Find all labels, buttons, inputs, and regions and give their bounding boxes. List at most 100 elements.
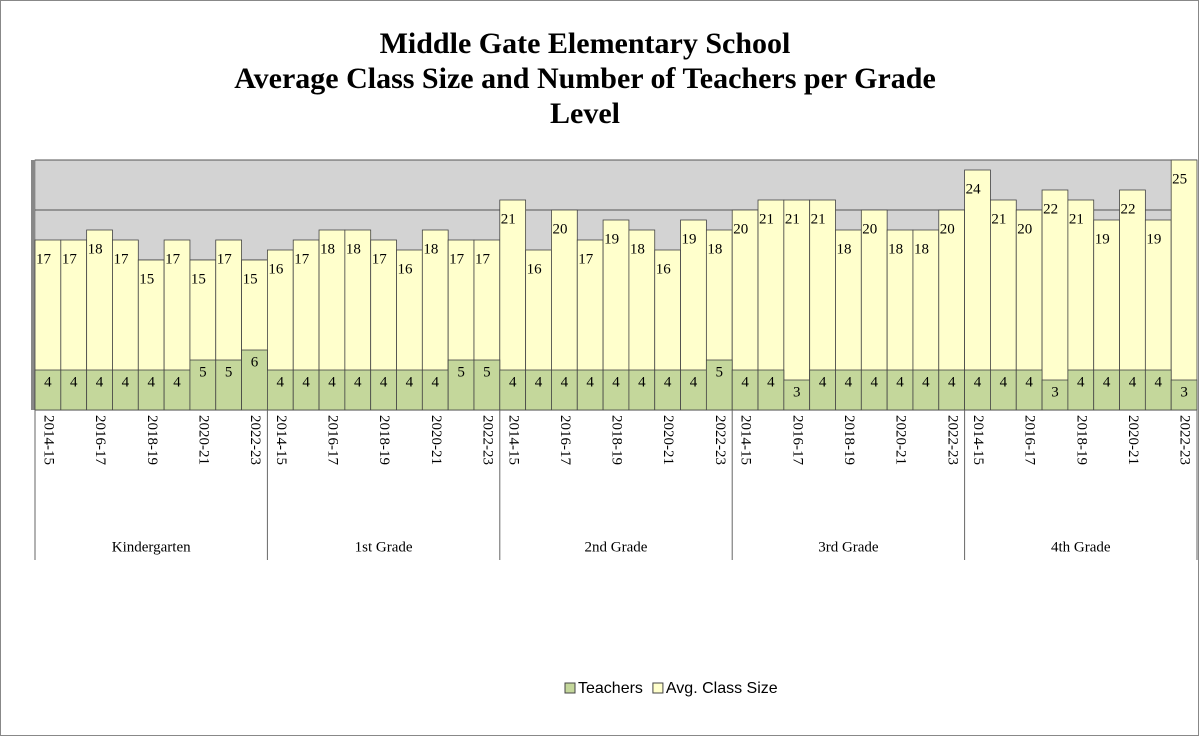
x-tick-label: 2020-21	[1125, 415, 1141, 465]
data-label: 4	[741, 374, 749, 390]
data-label: 18	[914, 241, 929, 257]
bar	[1041, 189, 1069, 411]
data-label: 17	[217, 251, 233, 267]
data-label: 4	[406, 374, 414, 390]
bar	[757, 369, 785, 411]
group-label: 3rd Grade	[818, 539, 879, 555]
data-label: 21	[811, 211, 826, 227]
bar	[1170, 379, 1198, 411]
chart-title: Average Class Size and Number of Teacher…	[234, 62, 936, 95]
data-label: 4	[845, 374, 853, 390]
bar	[705, 359, 733, 411]
data-label: 16	[656, 261, 672, 277]
data-label: 4	[767, 374, 775, 390]
bar	[576, 369, 604, 411]
bar	[912, 369, 940, 411]
x-tick-label: 2020-21	[893, 415, 909, 465]
bar	[447, 359, 475, 411]
data-label: 21	[759, 211, 774, 227]
data-label: 17	[294, 251, 310, 267]
x-tick-label: 2014-15	[505, 415, 521, 465]
data-label: 19	[604, 231, 619, 247]
data-label: 4	[1025, 374, 1033, 390]
x-tick-label: 2016-17	[92, 415, 108, 465]
data-label: 17	[62, 251, 77, 267]
bar	[602, 369, 630, 411]
data-label: 18	[888, 241, 903, 257]
plot-wall	[31, 160, 35, 410]
x-tick-label: 2022-23	[944, 415, 960, 465]
data-label: 4	[328, 374, 336, 390]
data-label: 17	[372, 251, 388, 267]
data-label: 21	[785, 211, 800, 227]
x-tick-label: 2022-23	[479, 415, 495, 465]
bar	[473, 359, 501, 411]
data-label: 22	[1121, 201, 1136, 217]
legend-swatch	[652, 682, 664, 694]
bar	[1041, 379, 1069, 411]
bar	[189, 359, 217, 411]
x-tick-label: 2016-17	[789, 415, 805, 465]
data-label: 19	[1146, 231, 1161, 247]
legend-swatch	[564, 682, 576, 694]
data-label: 4	[896, 374, 904, 390]
data-label: 17	[449, 251, 465, 267]
data-label: 4	[509, 374, 517, 390]
data-label: 17	[113, 251, 129, 267]
data-label: 4	[277, 374, 285, 390]
data-label: 4	[1000, 374, 1008, 390]
bar	[499, 369, 527, 411]
data-label: 15	[139, 271, 154, 287]
chart-title: Middle Gate Elementary School	[380, 27, 791, 60]
x-tick-label: 2016-17	[557, 415, 573, 465]
data-label: 4	[1077, 374, 1085, 390]
bar	[163, 369, 191, 411]
x-tick-label: 2016-17	[1022, 415, 1038, 465]
data-label: 16	[527, 261, 543, 277]
data-label: 25	[1172, 171, 1187, 187]
data-label: 16	[398, 261, 414, 277]
group-label: 2nd Grade	[585, 539, 648, 555]
data-label: 19	[1095, 231, 1110, 247]
bar	[990, 369, 1017, 411]
data-label: 20	[1017, 221, 1032, 237]
x-tick-label: 2014-15	[40, 415, 56, 465]
bar	[241, 349, 268, 411]
x-tick-label: 2018-19	[1073, 415, 1089, 465]
bar	[835, 369, 862, 411]
bar	[370, 369, 397, 411]
group-label: Kindergarten	[112, 539, 191, 555]
data-label: 18	[836, 241, 851, 257]
data-label: 5	[457, 364, 465, 380]
data-label: 15	[191, 271, 206, 287]
data-label: 4	[638, 374, 646, 390]
bar	[215, 359, 242, 411]
data-label: 18	[88, 241, 103, 257]
data-label: 4	[561, 374, 569, 390]
data-label: 18	[423, 241, 438, 257]
chart-title: Level	[550, 97, 620, 130]
data-label: 21	[991, 211, 1006, 227]
data-label: 21	[501, 211, 516, 227]
x-tick-label: 2018-19	[609, 415, 625, 465]
data-label: 4	[147, 374, 155, 390]
data-label: 4	[70, 374, 78, 390]
data-label: 4	[664, 374, 672, 390]
bar	[1144, 369, 1172, 411]
data-label: 20	[552, 221, 567, 237]
bar	[731, 369, 759, 411]
data-label: 17	[475, 251, 491, 267]
x-tick-label: 2018-19	[841, 415, 857, 465]
bar	[938, 369, 965, 411]
data-label: 4	[96, 374, 104, 390]
data-label: 17	[36, 251, 52, 267]
data-label: 4	[819, 374, 827, 390]
bar	[628, 369, 656, 411]
bar	[1170, 159, 1198, 411]
bar	[551, 369, 578, 411]
bar	[680, 369, 707, 411]
data-label: 3	[793, 384, 801, 400]
data-label: 4	[586, 374, 594, 390]
data-label: 4	[922, 374, 930, 390]
data-label: 4	[690, 374, 698, 390]
